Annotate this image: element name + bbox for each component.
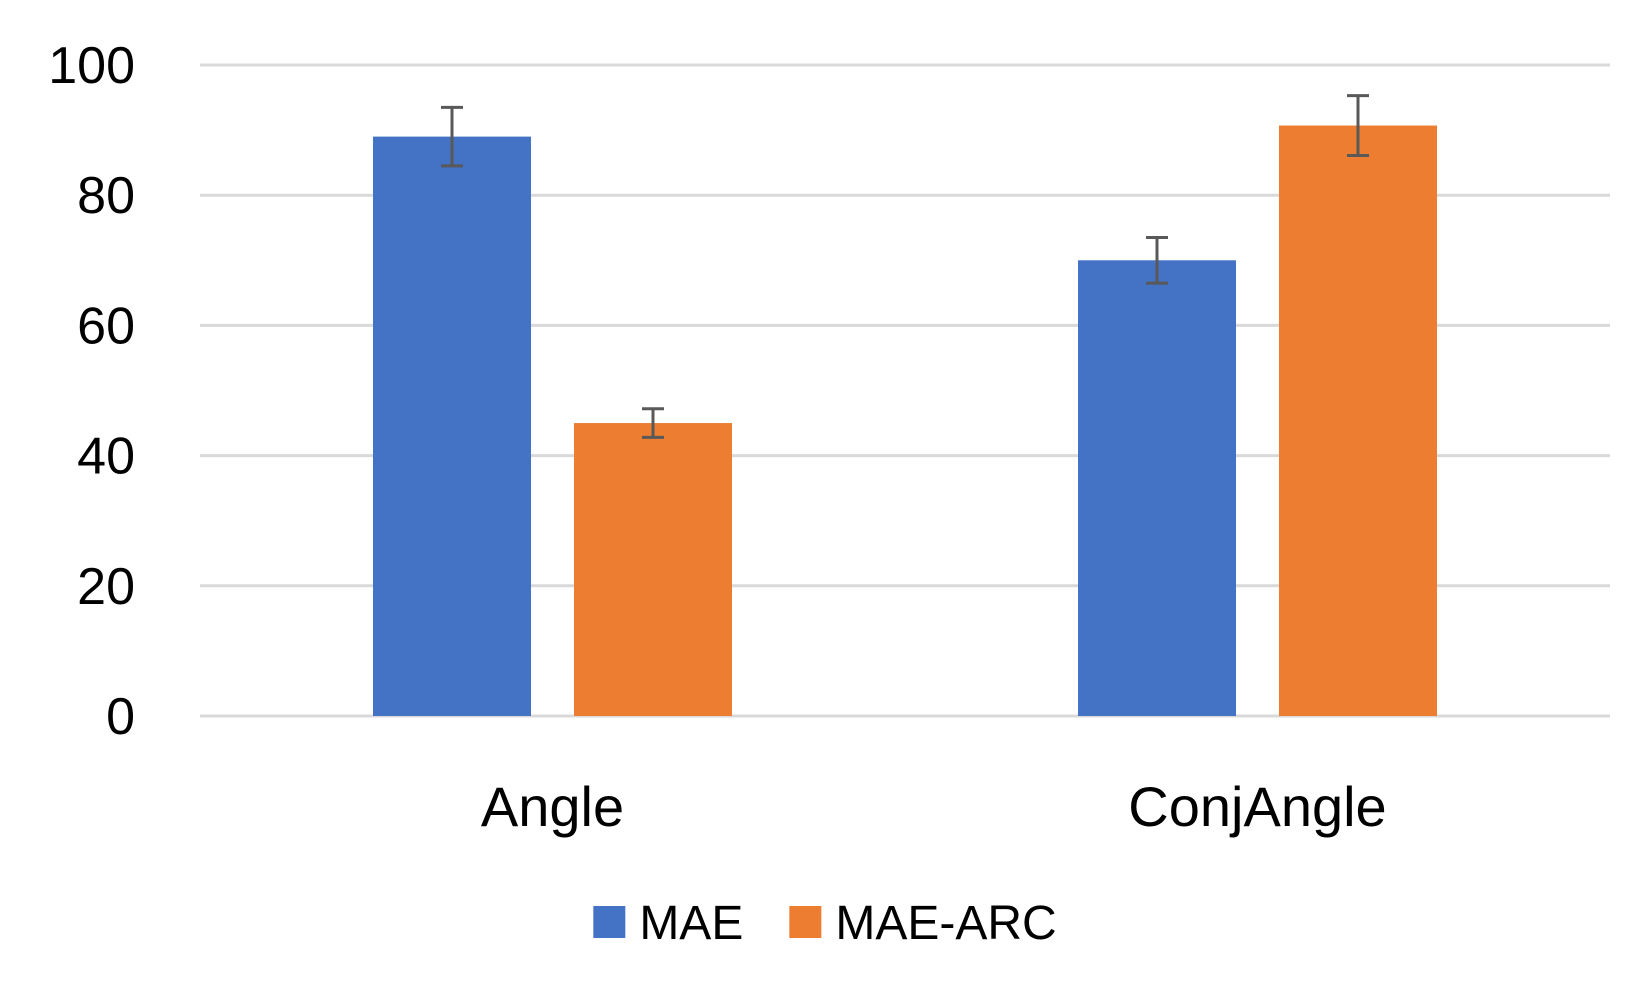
y-tick-label: 0	[106, 688, 135, 746]
bars	[373, 125, 1437, 717]
error-bars	[441, 94, 1369, 439]
y-tick-label: 40	[77, 428, 135, 486]
y-tick-label: 80	[77, 167, 135, 225]
x-category-label: Angle	[481, 775, 624, 838]
y-tick-label: 20	[77, 558, 135, 616]
y-tick-label: 60	[77, 297, 135, 355]
legend-label: MAE-ARC	[835, 897, 1056, 950]
bar	[1279, 125, 1437, 717]
x-category-label: ConjAngle	[1128, 775, 1386, 838]
x-axis-categories: Angle ConjAngle	[481, 775, 1387, 838]
legend-swatch	[593, 906, 626, 938]
bar	[1078, 260, 1236, 716]
legend: MAE MAE-ARC	[593, 897, 1057, 950]
legend-swatch	[789, 906, 822, 938]
bar	[373, 136, 531, 717]
y-axis-ticks: 0 20 40 60 80 100	[48, 37, 135, 746]
bar	[574, 423, 732, 716]
legend-label: MAE	[639, 897, 743, 950]
y-tick-label: 100	[48, 37, 135, 95]
